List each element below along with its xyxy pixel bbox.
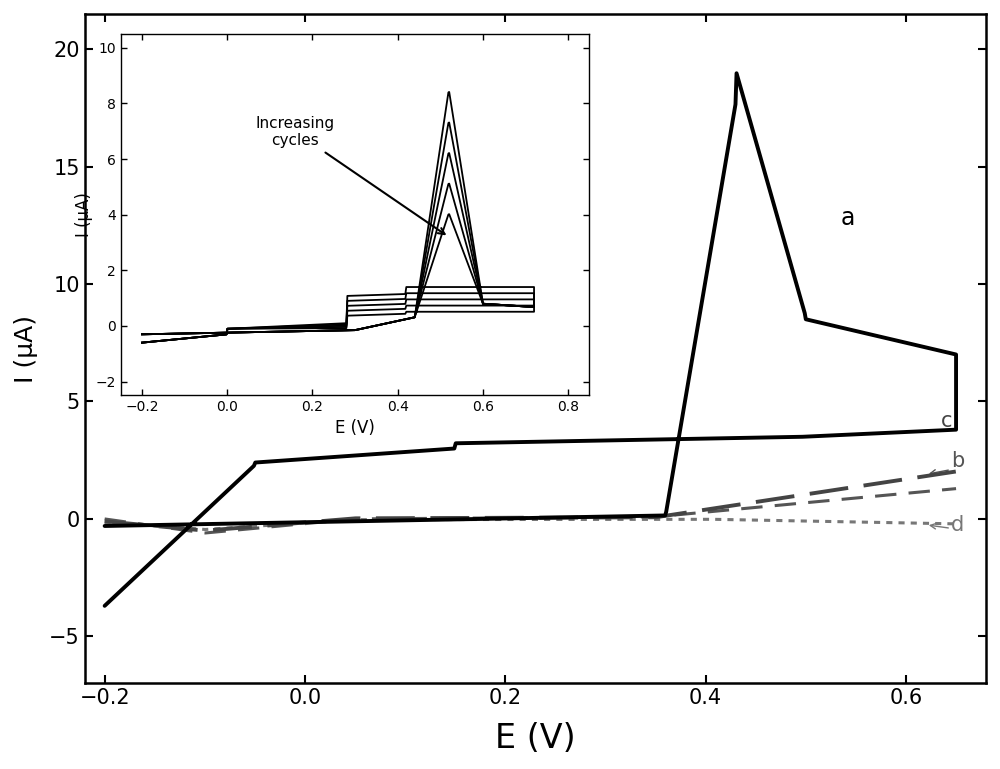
Text: c: c [941, 411, 953, 431]
X-axis label: E (V): E (V) [495, 722, 576, 755]
Text: d: d [951, 514, 964, 534]
Text: b: b [951, 451, 964, 471]
Text: a: a [841, 206, 855, 230]
Y-axis label: I (μA): I (μA) [14, 315, 38, 383]
